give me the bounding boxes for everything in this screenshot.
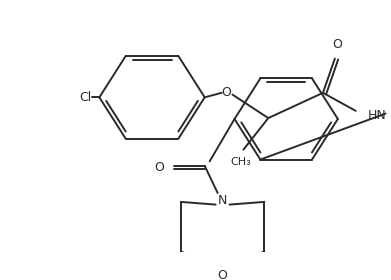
Text: O: O bbox=[332, 38, 342, 51]
Text: O: O bbox=[154, 161, 164, 174]
Text: N: N bbox=[218, 193, 227, 207]
Text: CH₃: CH₃ bbox=[230, 157, 251, 167]
Text: O: O bbox=[218, 269, 228, 280]
Text: Cl: Cl bbox=[79, 91, 91, 104]
Text: O: O bbox=[222, 86, 231, 99]
Text: HN: HN bbox=[368, 109, 386, 122]
